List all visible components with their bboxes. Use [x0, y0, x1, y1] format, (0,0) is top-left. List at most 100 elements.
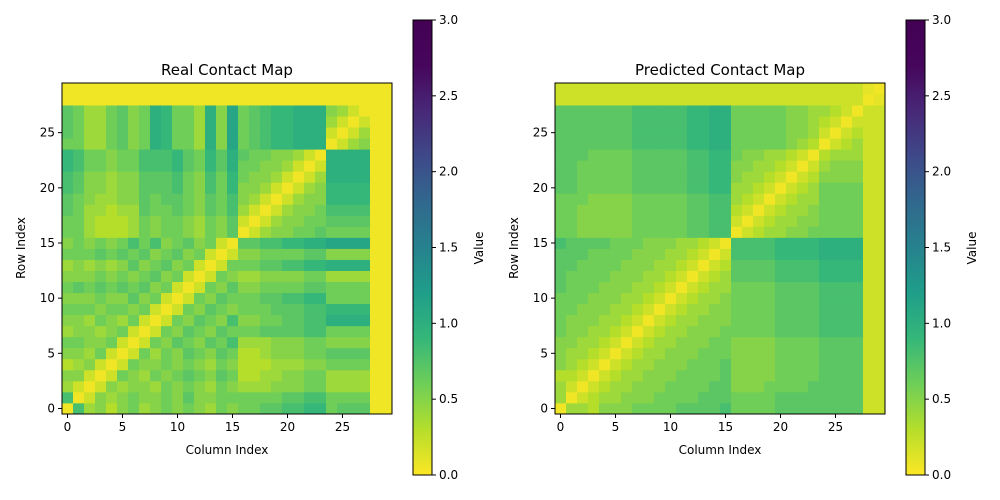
heatmap-cell [665, 171, 677, 183]
heatmap-cell [731, 314, 743, 327]
heatmap-cell [786, 325, 798, 338]
heatmap-cell [819, 171, 831, 183]
heatmap-cell [786, 226, 798, 238]
heatmap-cell [95, 83, 107, 95]
heatmap-cell [830, 127, 842, 139]
heatmap-cell [381, 369, 393, 382]
heatmap-cell [698, 160, 710, 172]
heatmap-cell [775, 204, 787, 216]
heatmap-cell [95, 292, 107, 305]
heatmap-cell [599, 281, 611, 294]
heatmap-cell [304, 380, 316, 393]
heatmap-cell [665, 127, 677, 139]
heatmap-cell [599, 402, 611, 415]
heatmap-cell [764, 160, 776, 172]
heatmap-cell [588, 281, 600, 294]
heatmap-cell [216, 380, 228, 393]
heatmap-cell [326, 127, 338, 139]
heatmap-cell [249, 138, 261, 150]
heatmap-cell [84, 358, 96, 371]
heatmap-cell [205, 369, 217, 382]
heatmap-cell [852, 391, 864, 404]
predicted-colorbar: 0.00.51.01.52.02.53.0 Value [905, 13, 979, 482]
heatmap-cell [665, 215, 677, 227]
heatmap-cell [304, 182, 316, 194]
heatmap-cell [599, 314, 611, 327]
heatmap-cell [599, 226, 611, 238]
heatmap-cell [698, 226, 710, 238]
heatmap-cell [348, 182, 360, 194]
heatmap-cell [172, 215, 184, 227]
heatmap-cell [293, 270, 305, 282]
heatmap-cell [172, 160, 184, 172]
heatmap-cell [106, 270, 118, 282]
heatmap-cell [183, 292, 195, 305]
heatmap-cell [271, 237, 283, 249]
heatmap-cell [588, 325, 600, 338]
heatmap-cell [709, 281, 721, 294]
heatmap-cell [150, 204, 162, 216]
heatmap-cell [775, 160, 787, 172]
heatmap-cell [643, 281, 655, 294]
heatmap-cell [852, 248, 864, 260]
heatmap-cell [654, 105, 666, 117]
heatmap-cell [577, 248, 589, 260]
heatmap-cell [205, 204, 217, 216]
heatmap-cell [139, 149, 151, 161]
heatmap-cell [161, 215, 173, 227]
heatmap-cell [315, 314, 327, 327]
heatmap-cell [786, 292, 798, 305]
heatmap-cell [359, 391, 371, 404]
heatmap-cell [753, 402, 765, 415]
heatmap-cell [632, 391, 644, 404]
heatmap-cell [238, 248, 250, 260]
heatmap-cell [610, 171, 622, 183]
heatmap-cell [260, 127, 272, 139]
heatmap-cell [106, 116, 118, 128]
heatmap-cell [621, 138, 633, 150]
heatmap-cell [381, 358, 393, 371]
heatmap-cell [282, 105, 294, 117]
heatmap-cell [731, 182, 743, 194]
heatmap-cell [227, 292, 239, 305]
heatmap-cell [106, 226, 118, 238]
heatmap-cell [348, 116, 360, 128]
heatmap-cell [227, 391, 239, 404]
heatmap-cell [271, 182, 283, 194]
heatmap-cell [599, 237, 611, 249]
heatmap-cell [742, 237, 754, 249]
heatmap-cell [676, 325, 688, 338]
heatmap-cell [194, 138, 206, 150]
heatmap-cell [720, 270, 732, 282]
heatmap-cell [106, 292, 118, 305]
heatmap-cell [161, 160, 173, 172]
heatmap-cell [271, 116, 283, 128]
heatmap-cell [227, 138, 239, 150]
heatmap-cell [599, 347, 611, 360]
heatmap-cell [62, 182, 74, 194]
heatmap-cell [128, 336, 140, 349]
heatmap-cell [227, 358, 239, 371]
heatmap-cell [370, 325, 382, 338]
heatmap-cell [95, 259, 107, 271]
heatmap-cell [764, 281, 776, 294]
heatmap-cell [84, 215, 96, 227]
heatmap-cell [139, 105, 151, 117]
heatmap-cell [348, 204, 360, 216]
heatmap-cell [863, 336, 875, 349]
heatmap-cell [555, 204, 567, 216]
heatmap-cell [577, 402, 589, 415]
heatmap-cell [106, 160, 118, 172]
heatmap-cell [819, 182, 831, 194]
heatmap-cell [819, 193, 831, 205]
heatmap-cell [150, 160, 162, 172]
heatmap-cell [566, 182, 578, 194]
heatmap-cell [786, 259, 798, 271]
heatmap-cell [194, 237, 206, 249]
heatmap-cell [370, 358, 382, 371]
heatmap-cell [874, 391, 886, 404]
heatmap-cell [183, 204, 195, 216]
heatmap-cell [260, 303, 272, 316]
heatmap-cell [95, 402, 107, 415]
heatmap-cell [183, 138, 195, 150]
